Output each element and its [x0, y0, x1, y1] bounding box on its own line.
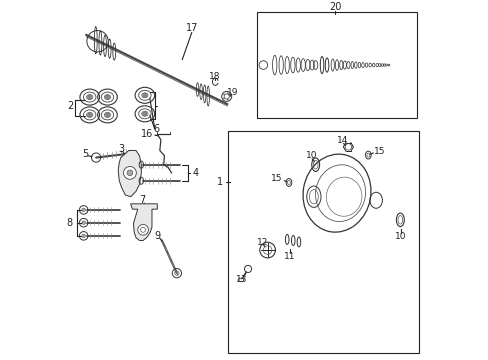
Circle shape	[127, 170, 133, 176]
Circle shape	[226, 99, 228, 100]
Circle shape	[81, 234, 85, 238]
Text: 11: 11	[284, 252, 295, 261]
Text: 4: 4	[192, 168, 198, 178]
Bar	[228, 131, 418, 353]
Circle shape	[105, 113, 109, 117]
Text: 9: 9	[154, 231, 161, 241]
Text: 12: 12	[256, 238, 267, 247]
Text: 17: 17	[185, 23, 198, 33]
Circle shape	[105, 95, 109, 99]
Bar	[256, 12, 416, 118]
Text: 7: 7	[139, 195, 145, 205]
Text: 15: 15	[374, 147, 385, 156]
Text: 13: 13	[235, 275, 247, 284]
Text: 2: 2	[67, 101, 74, 111]
Text: 6: 6	[153, 124, 160, 134]
Circle shape	[223, 98, 224, 99]
Circle shape	[81, 221, 85, 225]
Polygon shape	[118, 150, 141, 197]
Circle shape	[226, 93, 228, 94]
Text: 20: 20	[328, 3, 341, 12]
Circle shape	[87, 95, 92, 99]
Text: 10: 10	[394, 232, 406, 241]
Circle shape	[138, 225, 148, 235]
Circle shape	[142, 112, 147, 116]
Text: 16: 16	[141, 130, 153, 139]
Text: 1: 1	[217, 177, 223, 188]
Circle shape	[223, 94, 224, 95]
Circle shape	[229, 96, 230, 97]
Text: 8: 8	[66, 218, 72, 228]
Text: 19: 19	[227, 88, 238, 97]
Polygon shape	[130, 204, 157, 240]
Text: 3: 3	[119, 144, 124, 154]
Circle shape	[87, 113, 92, 117]
Circle shape	[123, 166, 136, 179]
Text: 18: 18	[208, 72, 220, 81]
Text: 5: 5	[82, 149, 89, 159]
Text: 10: 10	[305, 150, 317, 159]
Circle shape	[142, 93, 147, 98]
Text: 15: 15	[271, 174, 283, 183]
Circle shape	[81, 208, 85, 212]
Text: 14: 14	[336, 136, 347, 145]
